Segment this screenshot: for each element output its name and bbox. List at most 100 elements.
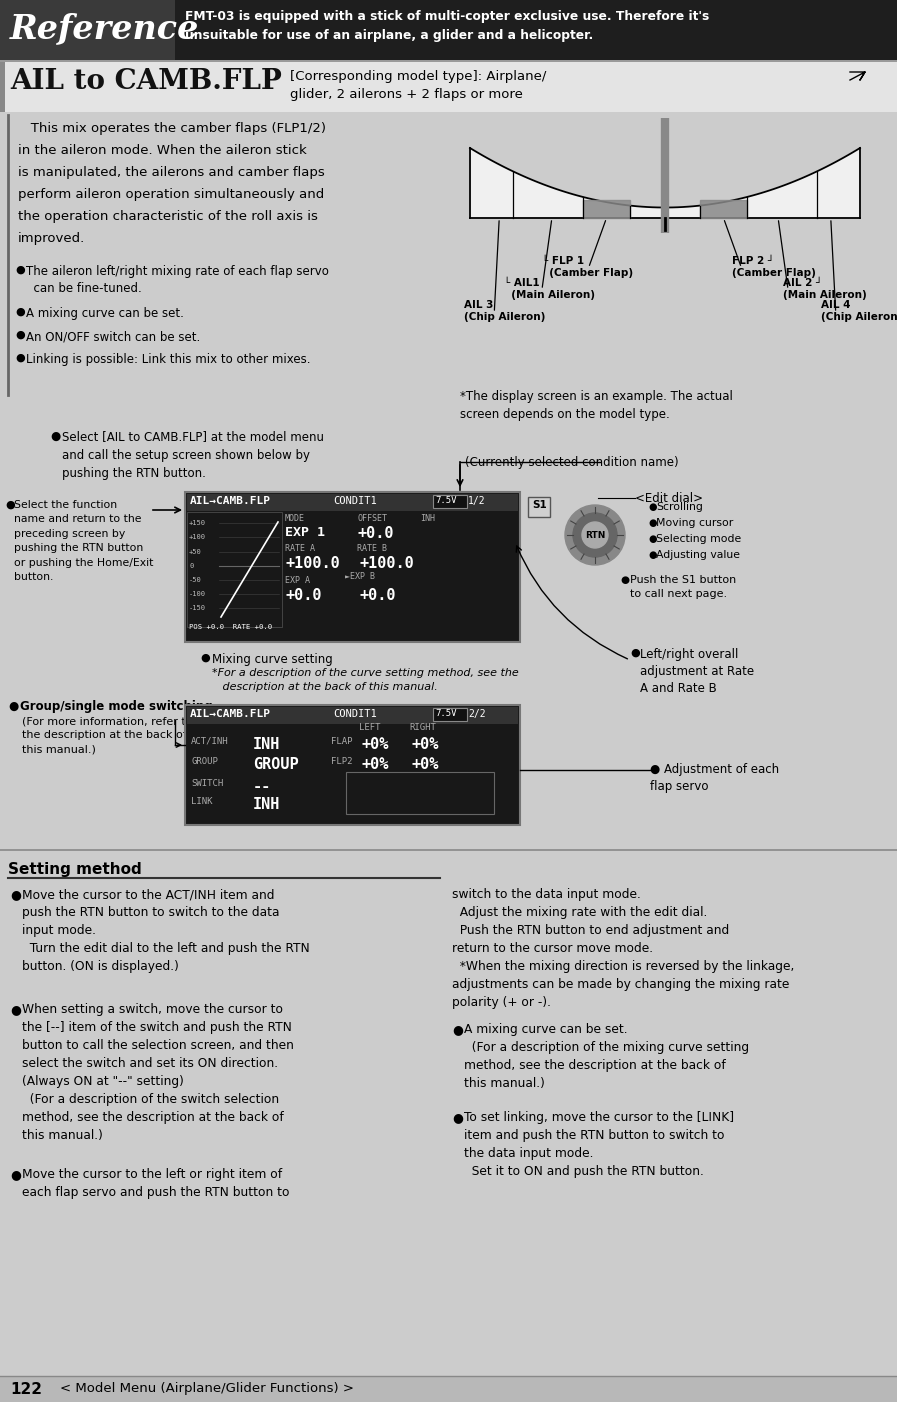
Text: *The display screen is an example. The actual
screen depends on the model type.: *The display screen is an example. The a… [460,390,733,421]
Text: CONDIT1: CONDIT1 [333,496,377,506]
Text: +0%: +0% [411,757,439,773]
Text: ACT/INH: ACT/INH [191,737,229,746]
Text: improved.: improved. [18,231,85,245]
Text: The aileron left/right mixing rate of each flap servo
  can be fine-tuned.: The aileron left/right mixing rate of ea… [26,265,329,296]
Text: Left/right overall
adjustment at Rate
A and Rate B: Left/right overall adjustment at Rate A … [640,648,754,695]
Text: switch to the data input mode.
  Adjust the mixing rate with the edit dial.
  Pu: switch to the data input mode. Adjust th… [452,887,795,1009]
Text: ●: ● [50,430,60,443]
Text: ●: ● [630,648,640,658]
Polygon shape [700,200,747,217]
Text: A mixing curve can be set.
  (For a description of the mixing curve setting
meth: A mixing curve can be set. (For a descri… [464,1023,749,1089]
Text: ●: ● [648,517,657,529]
Text: +0%: +0% [361,757,388,773]
Bar [433,495,467,508]
Text: Select [AIL to CAMB.FLP] at the model menu
and call the setup screen shown below: Select [AIL to CAMB.FLP] at the model me… [62,430,324,479]
Text: the operation characteristic of the roll axis is: the operation characteristic of the roll… [18,210,318,223]
Text: ►EXP B: ►EXP B [345,572,375,580]
Text: 2/2: 2/2 [468,709,485,719]
Text: +100: +100 [189,534,206,540]
Bar [433,708,467,721]
Text: Adjusting value: Adjusting value [656,550,740,559]
Text: ●: ● [5,501,14,510]
Polygon shape [470,149,860,217]
Text: ● Adjustment of each
flap servo: ● Adjustment of each flap servo [650,763,779,794]
Text: Mixing curve setting: Mixing curve setting [212,653,333,666]
Text: ●: ● [15,329,25,341]
Text: RTN: RTN [585,531,605,540]
Bar [0,60,897,62]
Text: OFFSET: OFFSET [357,515,387,523]
Bar [346,773,494,815]
Bar [0,0,175,60]
Text: (For more information, refer to
the description at the back of
this manual.): (For more information, refer to the desc… [22,716,193,754]
Bar [0,62,897,112]
Text: +50: +50 [189,550,202,555]
Text: +0.0: +0.0 [285,587,321,603]
Text: When setting a switch, move the cursor to
the [--] item of the switch and push t: When setting a switch, move the cursor t… [22,1002,294,1143]
Bar [528,496,550,517]
Text: (Currently selected condition name): (Currently selected condition name) [465,456,679,470]
Text: MODE: MODE [285,515,305,523]
Text: ●: ● [452,1023,463,1036]
Text: Move the cursor to the ACT/INH item and
push the RTN button to switch to the dat: Move the cursor to the ACT/INH item and … [22,887,309,973]
Text: -100: -100 [189,592,206,597]
Bar [187,512,282,627]
Bar [0,62,5,112]
Text: ●: ● [8,700,18,714]
Text: +100.0: +100.0 [360,557,414,571]
Text: INH: INH [253,737,281,751]
Text: To set linking, move the cursor to the [LINK]
item and push the RTN button to sw: To set linking, move the cursor to the [… [464,1110,734,1178]
Text: LINK: LINK [191,796,213,806]
Text: is manipulated, the ailerons and camber flaps: is manipulated, the ailerons and camber … [18,165,325,179]
Text: in the aileron mode. When the aileron stick: in the aileron mode. When the aileron st… [18,144,307,157]
Text: Reference: Reference [10,13,199,45]
Text: POS +0.0  RATE +0.0: POS +0.0 RATE +0.0 [189,624,272,629]
Text: FLP 2 ┘
(Camber Flap): FLP 2 ┘ (Camber Flap) [731,257,815,279]
Text: Selecting mode: Selecting mode [656,534,741,544]
Text: ●: ● [648,550,657,559]
Circle shape [573,513,617,557]
Text: *For a description of the curve setting method, see the
   description at the ba: *For a description of the curve setting … [212,667,518,693]
Text: ●: ● [10,1168,21,1180]
Text: +100.0: +100.0 [285,557,340,571]
Text: Move the cursor to the left or right item of
each flap servo and push the RTN bu: Move the cursor to the left or right ite… [22,1168,290,1199]
Text: AIL to CAMB.FLP: AIL to CAMB.FLP [10,69,282,95]
Text: +0%: +0% [411,737,439,751]
Text: perform aileron operation simultaneously and: perform aileron operation simultaneously… [18,188,324,200]
Text: Setting method: Setting method [8,862,142,878]
Text: GROUP: GROUP [253,757,299,773]
Text: 7.5V: 7.5V [435,496,457,505]
Polygon shape [583,200,630,217]
Text: INH: INH [420,515,435,523]
Text: 122: 122 [10,1382,42,1396]
Text: [Corresponding model type]: Airplane/
glider, 2 ailerons + 2 flaps or more: [Corresponding model type]: Airplane/ gl… [290,70,546,101]
Text: +0.0: +0.0 [357,526,394,541]
Text: 1/2: 1/2 [468,496,485,506]
Text: +150: +150 [189,520,206,526]
Text: Select the function
name and return to the
preceding screen by
pushing the RTN b: Select the function name and return to t… [14,501,153,582]
Text: +0.0: +0.0 [360,587,396,603]
Text: RATE B: RATE B [357,544,387,552]
Text: ●: ● [648,534,657,544]
Text: ●: ● [10,1002,21,1016]
Text: GROUP: GROUP [191,757,218,765]
Text: EXP A: EXP A [285,576,310,585]
Text: 7.5V: 7.5V [435,709,457,718]
Text: -150: -150 [189,606,206,611]
Bar [0,1375,897,1402]
Circle shape [582,522,608,548]
Text: S1: S1 [532,501,547,510]
Text: AIL 2 ┘
(Main Aileron): AIL 2 ┘ (Main Aileron) [783,278,867,300]
Text: 0: 0 [189,564,193,569]
Bar [0,0,897,60]
Bar [187,707,518,723]
Text: AIL→CAMB.FLP: AIL→CAMB.FLP [190,496,271,506]
Text: --: -- [253,780,271,794]
Bar [187,494,518,510]
Text: └ FLP 1
  (Camber Flap): └ FLP 1 (Camber Flap) [542,257,632,279]
Text: Scrolling: Scrolling [656,502,703,512]
Text: LEFT: LEFT [359,723,380,732]
Text: This mix operates the camber flaps (FLP1/2): This mix operates the camber flaps (FLP1… [18,122,326,135]
Bar [0,112,897,1373]
Text: FMT-03 is equipped with a stick of multi-copter exclusive use. Therefore it's
un: FMT-03 is equipped with a stick of multi… [185,10,710,42]
